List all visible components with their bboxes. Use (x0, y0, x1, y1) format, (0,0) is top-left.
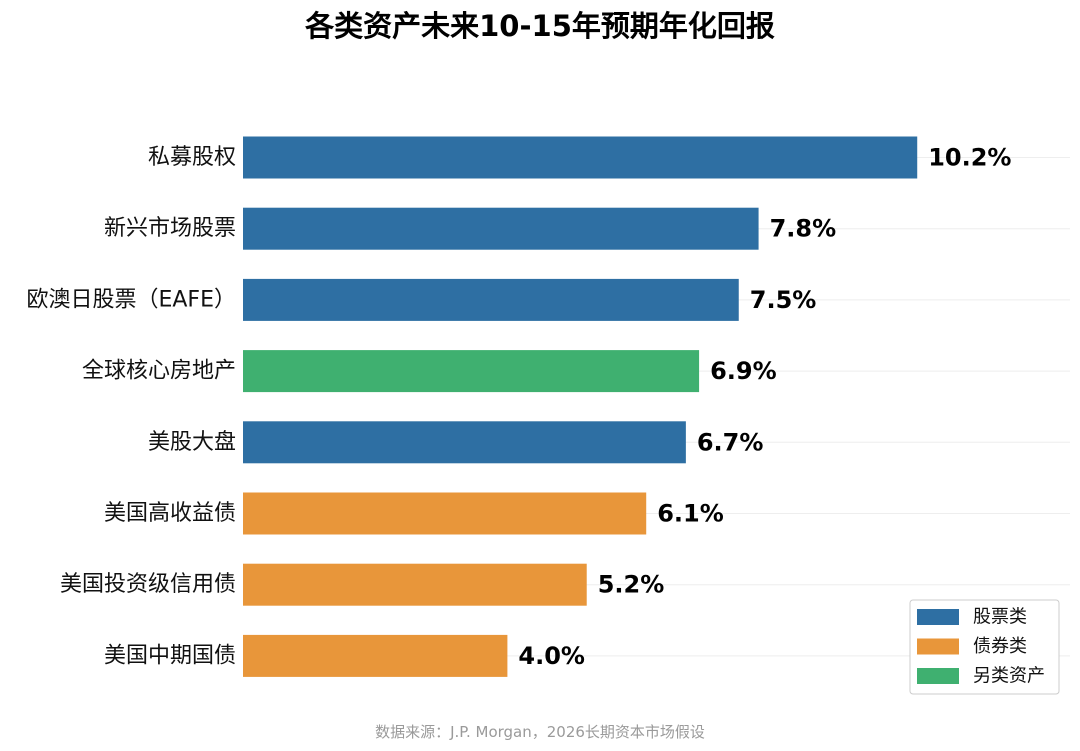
value-label: 10.2% (928, 144, 1011, 172)
legend-label: 另类资产 (973, 666, 1045, 687)
bar (243, 634, 508, 677)
category-label: 美国中期国债 (104, 643, 236, 668)
value-label: 6.9% (710, 357, 777, 385)
value-label: 4.0% (518, 642, 585, 670)
legend-swatch (917, 609, 959, 625)
bar (243, 207, 759, 250)
bars (243, 136, 918, 677)
category-label: 美国投资级信用债 (60, 572, 236, 597)
value-label: 7.8% (770, 215, 837, 243)
legend-label: 股票类 (973, 607, 1027, 628)
category-label: 美股大盘 (148, 430, 236, 455)
chart-title: 各类资产未来10-15年预期年化回报 (304, 9, 775, 43)
value-label: 7.5% (750, 286, 817, 314)
category-label: 美国高收益债 (104, 501, 236, 526)
value-label: 6.7% (697, 428, 764, 456)
legend-swatch (917, 668, 959, 684)
bar (243, 421, 686, 464)
category-label: 全球核心房地产 (82, 359, 236, 384)
labels: 私募股权 10.2% 新兴市场股票 7.8% 欧澳日股票（EAFE） 7.5% 全球核心房地… (26, 144, 1011, 670)
bar (243, 492, 647, 535)
legend-swatch (917, 638, 959, 655)
bar (243, 563, 587, 606)
source-note: 数据来源：J.P. Morgan，2026长期资本市场假设 (375, 723, 705, 741)
value-label: 5.2% (598, 571, 665, 599)
category-label: 欧澳日股票（EAFE） (26, 287, 236, 312)
category-label: 新兴市场股票 (104, 216, 236, 241)
bar (243, 350, 700, 393)
bar (243, 136, 918, 179)
value-label: 6.1% (657, 500, 724, 528)
category-label: 私募股权 (148, 145, 236, 170)
bar (243, 278, 739, 321)
legend-label: 债券类 (973, 636, 1027, 657)
